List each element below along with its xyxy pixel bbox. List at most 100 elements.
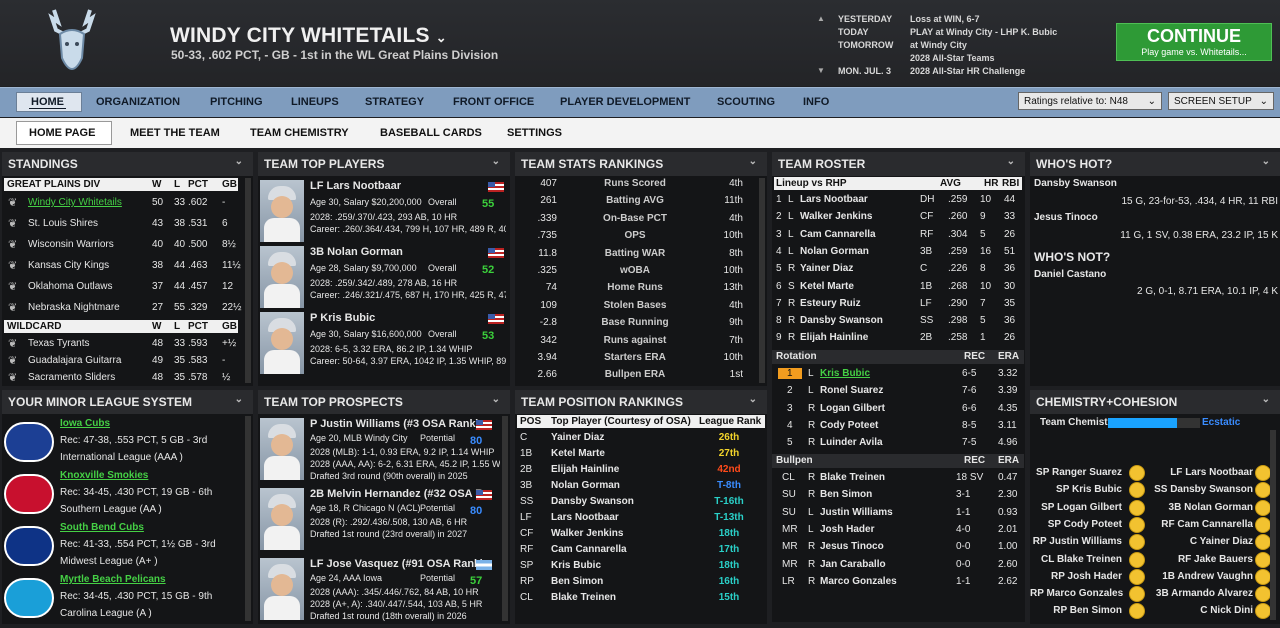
chemistry-player-left[interactable]: RP Justin Williams: [1032, 536, 1122, 548]
bullpen-pitcher[interactable]: Justin Williams: [820, 506, 893, 518]
screen-setup-dropdown[interactable]: SCREEN SETUP ⌄: [1168, 92, 1274, 110]
chemistry-player-left[interactable]: SP Kris Bubic: [1056, 484, 1122, 496]
prospects-scrollbar[interactable]: [502, 416, 508, 621]
hot-player-name[interactable]: Dansby Swanson: [1034, 178, 1117, 189]
team-name[interactable]: WINDY CITY WHITETAILS ⌄: [170, 24, 447, 47]
standings-cell[interactable]: Texas Tyrants: [28, 338, 90, 349]
position-player[interactable]: Ketel Marte: [551, 448, 605, 459]
chevron-down-icon[interactable]: ⌄: [234, 156, 243, 167]
player-name[interactable]: P Kris Bubic: [310, 312, 376, 324]
schedule-up-icon[interactable]: ▲: [817, 14, 825, 23]
nav-lineups[interactable]: LINEUPS: [291, 96, 339, 108]
lineup-cell[interactable]: Nolan Gorman: [800, 245, 869, 257]
subnav-settings[interactable]: SETTINGS: [507, 127, 563, 139]
bullpen-pitcher[interactable]: Josh Hader: [820, 523, 875, 535]
nav-strategy[interactable]: STRATEGY: [365, 96, 425, 108]
player-name[interactable]: 3B Nolan Gorman: [310, 246, 403, 258]
standings-cell[interactable]: Sacramento Sliders: [28, 372, 116, 383]
chevron-down-icon[interactable]: ⌄: [1261, 394, 1270, 405]
nav-player-development[interactable]: PLAYER DEVELOPMENT: [560, 96, 691, 108]
position-player[interactable]: Yainer Diaz: [551, 432, 605, 443]
chemistry-player-right[interactable]: SS Dansby Swanson: [1154, 484, 1253, 496]
subnav-home-page[interactable]: HOME PAGE: [29, 127, 96, 139]
rotation-pitcher[interactable]: Ronel Suarez: [820, 385, 884, 397]
nav-pitching[interactable]: PITCHING: [210, 96, 263, 108]
bullpen-pitcher[interactable]: Ben Simon: [820, 489, 873, 501]
chemistry-player-right[interactable]: LF Lars Nootbaar: [1170, 467, 1253, 478]
bullpen-pitcher[interactable]: Marco Gonzales: [820, 575, 897, 587]
chevron-down-icon[interactable]: ⌄: [491, 394, 500, 405]
chevron-down-icon[interactable]: ⌄: [748, 394, 757, 405]
standings-cell[interactable]: Nebraska Nightmare: [28, 302, 120, 313]
not-player-name[interactable]: Daniel Castano: [1034, 269, 1107, 280]
chemistry-player-left[interactable]: RP Ben Simon: [1053, 605, 1122, 617]
lineup-cell[interactable]: Lars Nootbaar: [800, 194, 868, 205]
nav-front-office[interactable]: FRONT OFFICE: [453, 96, 535, 108]
chemistry-player-right[interactable]: 3B Armando Alvarez: [1155, 588, 1253, 600]
chevron-down-icon[interactable]: ⌄: [748, 156, 757, 167]
position-player[interactable]: Blake Treinen: [551, 592, 617, 603]
chemistry-player-left[interactable]: SP Ranger Suarez: [1036, 467, 1122, 478]
chemistry-player-right[interactable]: C Nick Dini: [1200, 605, 1253, 617]
rotation-pitcher[interactable]: Kris Bubic: [820, 368, 871, 379]
lineup-cell[interactable]: Walker Jenkins: [800, 211, 873, 223]
nav-info[interactable]: INFO: [803, 96, 830, 108]
standings-cell[interactable]: Wisconsin Warriors: [28, 239, 114, 250]
chemistry-player-right[interactable]: C Yainer Diaz: [1189, 536, 1253, 548]
minor-team-name[interactable]: South Bend Cubs: [60, 522, 144, 533]
standings-scrollbar[interactable]: [245, 178, 251, 383]
chevron-down-icon[interactable]: ⌄: [435, 30, 447, 45]
chemistry-player-right[interactable]: RF Cam Cannarella: [1161, 518, 1253, 530]
standings-cell[interactable]: Kansas City Kings: [28, 260, 110, 271]
chemistry-player-left[interactable]: SP Cody Poteet: [1047, 518, 1122, 530]
subnav-baseball-cards[interactable]: BASEBALL CARDS: [380, 127, 482, 139]
chemistry-player-right[interactable]: 1B Andrew Vaughn: [1162, 570, 1253, 582]
position-player[interactable]: Kris Bubic: [551, 560, 602, 571]
bullpen-pitcher[interactable]: Blake Treinen: [820, 472, 886, 483]
chevron-down-icon[interactable]: ⌄: [491, 156, 500, 167]
standings-cell[interactable]: St. Louis Shires: [28, 218, 99, 229]
position-player[interactable]: Cam Cannarella: [551, 544, 627, 555]
subnav-team-chemistry[interactable]: TEAM CHEMISTRY: [250, 127, 349, 139]
nav-scouting[interactable]: SCOUTING: [717, 96, 776, 108]
bullpen-pitcher[interactable]: Jesus Tinoco: [820, 541, 884, 553]
schedule-down-icon[interactable]: ▼: [817, 66, 825, 75]
chemistry-player-left[interactable]: SP Logan Gilbert: [1041, 501, 1122, 513]
chemistry-player-right[interactable]: 3B Nolan Gorman: [1168, 501, 1253, 513]
position-player[interactable]: Walker Jenkins: [551, 528, 624, 539]
subnav-meet-the-team[interactable]: MEET THE TEAM: [130, 127, 220, 139]
player-name[interactable]: LF Lars Nootbaar: [310, 180, 402, 192]
rotation-pitcher[interactable]: Luinder Avila: [820, 437, 883, 449]
chemistry-player-right[interactable]: RF Jake Bauers: [1177, 553, 1253, 565]
standings-cell[interactable]: Oklahoma Outlaws: [28, 281, 113, 292]
standings-cell[interactable]: Windy City Whitetails: [28, 197, 122, 208]
prospect-name[interactable]: LF Jose Vasquez (#91 OSA Rank): [310, 558, 482, 570]
hot-player-name[interactable]: Jesus Tinoco: [1034, 212, 1098, 223]
rotation-pitcher[interactable]: Logan Gilbert: [820, 402, 885, 414]
lineup-cell[interactable]: Cam Cannarella: [800, 228, 876, 240]
bullpen-pitcher[interactable]: Jan Caraballo: [820, 558, 886, 570]
chevron-down-icon[interactable]: ⌄: [1006, 156, 1015, 167]
chemistry-scrollbar[interactable]: [1270, 430, 1276, 620]
nav-home[interactable]: HOME: [29, 96, 66, 109]
chevron-down-icon[interactable]: ⌄: [1261, 156, 1270, 167]
stats-scrollbar[interactable]: [759, 178, 765, 383]
position-player[interactable]: Lars Nootbaar: [551, 512, 619, 523]
minor-team-name[interactable]: Knoxville Smokies: [60, 470, 149, 481]
chemistry-player-left[interactable]: RP Josh Hader: [1051, 570, 1122, 582]
position-player[interactable]: Elijah Hainline: [551, 464, 620, 475]
position-player[interactable]: Ben Simon: [551, 576, 604, 587]
prospect-name[interactable]: 2B Melvin Hernandez (#32 OSA Ra: [310, 488, 482, 500]
rotation-pitcher[interactable]: Cody Poteet: [820, 419, 879, 431]
lineup-cell[interactable]: Yainer Diaz: [800, 263, 854, 275]
lineup-cell[interactable]: Esteury Ruiz: [800, 297, 861, 309]
lineup-cell[interactable]: Elijah Hainline: [800, 332, 869, 344]
minor-team-name[interactable]: Myrtle Beach Pelicans: [60, 574, 166, 585]
minor-scrollbar[interactable]: [245, 416, 251, 621]
standings-cell[interactable]: Guadalajara Guitarra: [28, 355, 122, 366]
chevron-down-icon[interactable]: ⌄: [234, 394, 243, 405]
ratings-dropdown[interactable]: Ratings relative to: N48 ⌄: [1018, 92, 1162, 110]
position-player[interactable]: Dansby Swanson: [551, 496, 634, 507]
continue-button[interactable]: CONTINUE Play game vs. Whitetails...: [1116, 23, 1272, 61]
nav-organization[interactable]: ORGANIZATION: [96, 96, 181, 108]
